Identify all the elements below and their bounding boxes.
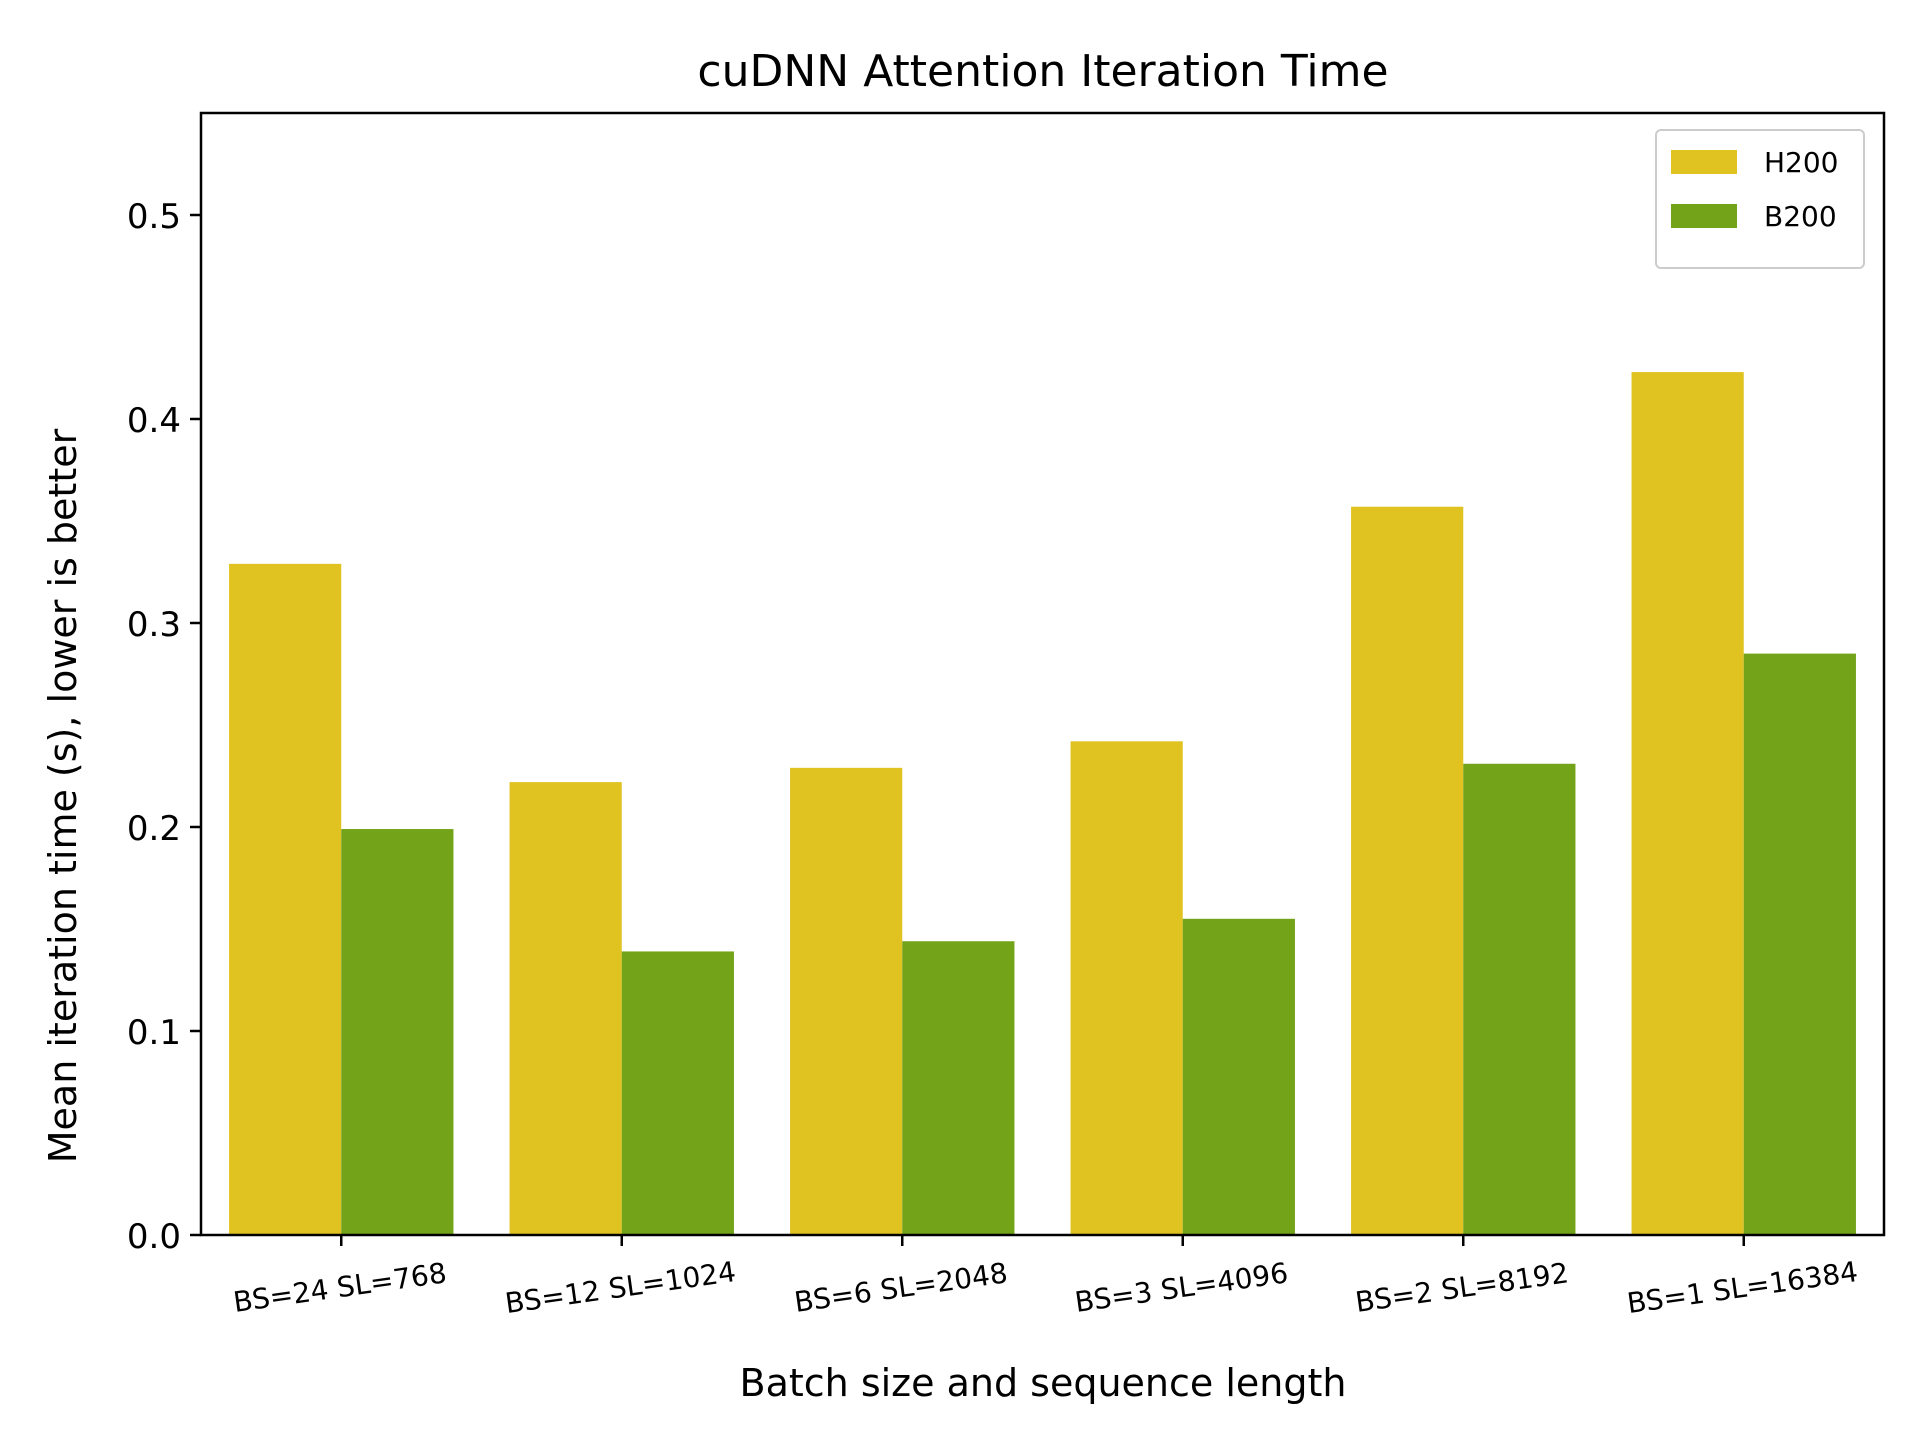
bar-h200-2 [509, 782, 622, 1235]
x-tick-label: BS=3 SL=4096 [1073, 1256, 1290, 1319]
x-tick-label: BS=6 SL=2048 [792, 1256, 1009, 1319]
bar-h200-4 [1070, 741, 1183, 1235]
y-axis-label: Mean iteration time (s), lower is better [41, 428, 85, 1163]
legend-label-b200: B200 [1764, 200, 1837, 233]
y-tick-label: 0.1 [127, 1013, 181, 1053]
bar-h200-6 [1631, 372, 1744, 1236]
y-tick-label: 0.2 [127, 809, 181, 849]
bar-h200-1 [229, 563, 342, 1235]
y-tick-label: 0.5 [127, 197, 181, 237]
bar-b200-4 [1182, 918, 1295, 1235]
x-axis-label: Batch size and sequence length [740, 1361, 1347, 1405]
y-tick-label: 0.4 [127, 401, 181, 441]
y-tick-label: 0.3 [127, 605, 181, 645]
x-tick-label: BS=12 SL=1024 [503, 1255, 738, 1320]
bar-b200-2 [621, 951, 734, 1235]
legend-swatch-h200 [1671, 150, 1737, 174]
bar-b200-5 [1463, 763, 1576, 1235]
bar-h200-3 [790, 767, 903, 1235]
x-tick-label: BS=2 SL=8192 [1353, 1256, 1570, 1319]
bar-b200-6 [1743, 653, 1856, 1235]
legend: H200 B200 [1655, 129, 1865, 269]
legend-label-h200: H200 [1764, 146, 1839, 179]
x-tick-label: BS=1 SL=16384 [1625, 1255, 1860, 1320]
bars-layer [229, 372, 1856, 1236]
chart-title: cuDNN Attention Iteration Time [697, 46, 1388, 97]
bar-b200-1 [341, 829, 454, 1235]
y-tick-label: 0.0 [127, 1217, 181, 1257]
y-axis: 0.0 0.1 0.2 0.3 0.4 0.5 [127, 197, 201, 1257]
x-axis: BS=24 SL=768 BS=12 SL=1024 BS=6 SL=2048 BS=… [231, 1235, 1860, 1320]
plot-frame [199, 111, 1886, 1237]
bar-b200-3 [902, 941, 1015, 1235]
bar-h200-5 [1351, 506, 1464, 1236]
legend-swatch-b200 [1671, 204, 1737, 228]
x-tick-label: BS=24 SL=768 [231, 1256, 448, 1319]
